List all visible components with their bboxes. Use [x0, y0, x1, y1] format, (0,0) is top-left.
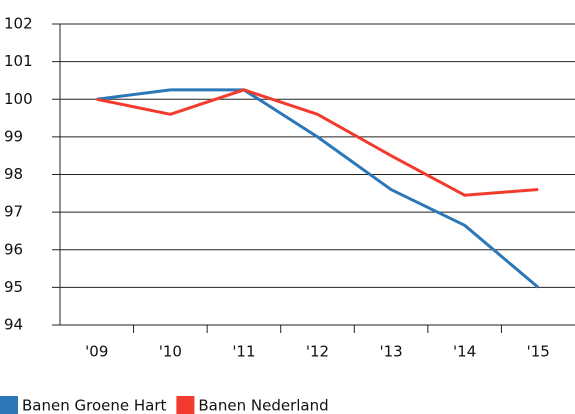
y-tick-label: 97 [4, 203, 23, 221]
line [96, 88, 539, 197]
y-tick-label: 94 [4, 316, 23, 334]
x-tick-label: '10 [159, 343, 182, 361]
legend-swatch [176, 396, 195, 414]
line [96, 88, 540, 289]
x-tick-label: '09 [85, 343, 108, 361]
y-tick-label: 102 [4, 15, 33, 33]
x-tick-label: '14 [453, 343, 476, 361]
legend-label: Banen Nederland [198, 397, 328, 414]
y-tick-label: 101 [4, 52, 33, 70]
y-tick-label: 96 [4, 240, 23, 258]
y-tick-label: 100 [4, 90, 33, 108]
x-tick-label: '15 [527, 343, 550, 361]
y-tick-label: 95 [4, 278, 23, 296]
x-tick-label: '11 [232, 343, 255, 361]
x-tick-label: '12 [306, 343, 329, 361]
y-tick-label: 98 [4, 165, 23, 183]
legend-swatch [0, 396, 18, 414]
x-tick-label: '13 [379, 343, 402, 361]
y-tick-label: 99 [4, 127, 23, 145]
legend-label: Banen Groene Hart [22, 397, 167, 414]
